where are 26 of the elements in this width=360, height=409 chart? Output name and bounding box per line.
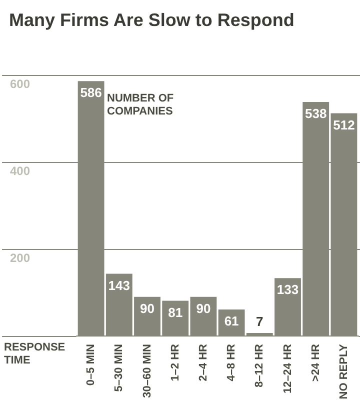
y-tick-label: 400 xyxy=(10,164,30,178)
data-label: 538 xyxy=(305,106,327,121)
data-label: 90 xyxy=(196,300,211,316)
data-label: 143 xyxy=(108,278,130,293)
y-tick-label: 600 xyxy=(10,77,30,91)
data-label: 133 xyxy=(276,282,299,298)
x-tick-label: NO REPLY xyxy=(338,343,350,400)
x-tick-label: 4–8 HR xyxy=(226,344,238,382)
x-tick-label: 30–60 MIN xyxy=(141,344,154,398)
x-tick-label: 5–30 MIN xyxy=(113,344,126,392)
annotation: NUMBER OF COMPANIES xyxy=(107,92,174,118)
data-label: 81 xyxy=(168,304,183,320)
data-label: 512 xyxy=(333,117,355,132)
data-label: 61 xyxy=(224,313,239,328)
x-tick-label: 1–2 HR xyxy=(169,344,182,382)
data-label: 7 xyxy=(256,314,264,329)
x-tick-label: 8–12 HR xyxy=(254,344,266,388)
data-label: 586 xyxy=(80,85,102,100)
chart-title: Many Firms Are Slow to Respond xyxy=(9,10,294,30)
x-tick-label: 2–4 HR xyxy=(197,344,210,382)
x-tick-label: 12–24 HR xyxy=(282,344,294,394)
y-tick-label: 200 xyxy=(10,251,30,265)
x-tick-label: 0–5 MIN xyxy=(85,344,98,386)
x-tick-label: >24 HR xyxy=(310,344,322,382)
data-label: 90 xyxy=(140,300,154,316)
x-axis-title: RESPONSE TIME xyxy=(4,342,66,366)
